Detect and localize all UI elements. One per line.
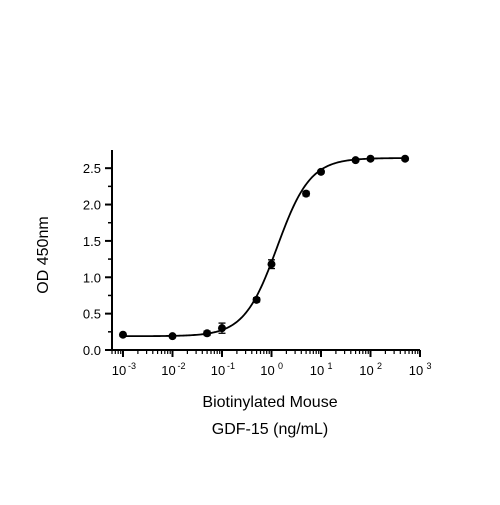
y-tick-label: 0.5 bbox=[83, 307, 101, 322]
fit-curve-layer bbox=[122, 157, 406, 338]
y-tick-label: 0.0 bbox=[83, 343, 101, 358]
y-axis-title: OD 450nm bbox=[35, 216, 52, 293]
fit-curve bbox=[122, 157, 406, 338]
data-point bbox=[168, 332, 177, 341]
x-tick-label: 10 bbox=[161, 363, 175, 378]
axes: 0.00.51.01.52.02.510 -3 10 -2 10 -1 10 0 10 1 10 2 1… bbox=[83, 150, 432, 378]
y-tick-label: 2.0 bbox=[83, 198, 101, 213]
x-tick-label: 10 bbox=[359, 363, 373, 378]
y-tick-label: 2.5 bbox=[83, 161, 101, 176]
data-point bbox=[217, 324, 226, 333]
x-tick-label: 10 bbox=[211, 363, 225, 378]
x-tick-label: 10 bbox=[310, 363, 324, 378]
data-point bbox=[252, 295, 261, 304]
x-axis-title-line-2: GDF-15 (ng/mL) bbox=[212, 421, 328, 438]
x-tick-exponent: 3 bbox=[426, 361, 431, 371]
data-point bbox=[302, 189, 311, 198]
data-point bbox=[316, 167, 325, 176]
data-point bbox=[366, 154, 375, 163]
y-tick-label: 1.0 bbox=[83, 270, 101, 285]
data-point bbox=[401, 154, 410, 163]
x-axis-title-line-1: Biotinylated Mouse bbox=[202, 394, 337, 411]
x-tick-label: 10 bbox=[409, 363, 423, 378]
x-tick-exponent: 1 bbox=[327, 361, 332, 371]
x-tick-exponent: -2 bbox=[177, 361, 185, 371]
data-point bbox=[351, 156, 360, 165]
data-point bbox=[203, 329, 212, 338]
data-point bbox=[267, 260, 276, 269]
x-tick-exponent: -1 bbox=[227, 361, 235, 371]
x-tick-label: 10 bbox=[260, 363, 274, 378]
y-tick-label: 1.5 bbox=[83, 234, 101, 249]
x-tick-label: 10 bbox=[112, 363, 126, 378]
x-tick-exponent: 2 bbox=[377, 361, 382, 371]
x-tick-exponent: -3 bbox=[128, 361, 136, 371]
data-point bbox=[118, 330, 127, 339]
data-points-layer bbox=[118, 154, 410, 341]
x-tick-exponent: 0 bbox=[278, 361, 283, 371]
